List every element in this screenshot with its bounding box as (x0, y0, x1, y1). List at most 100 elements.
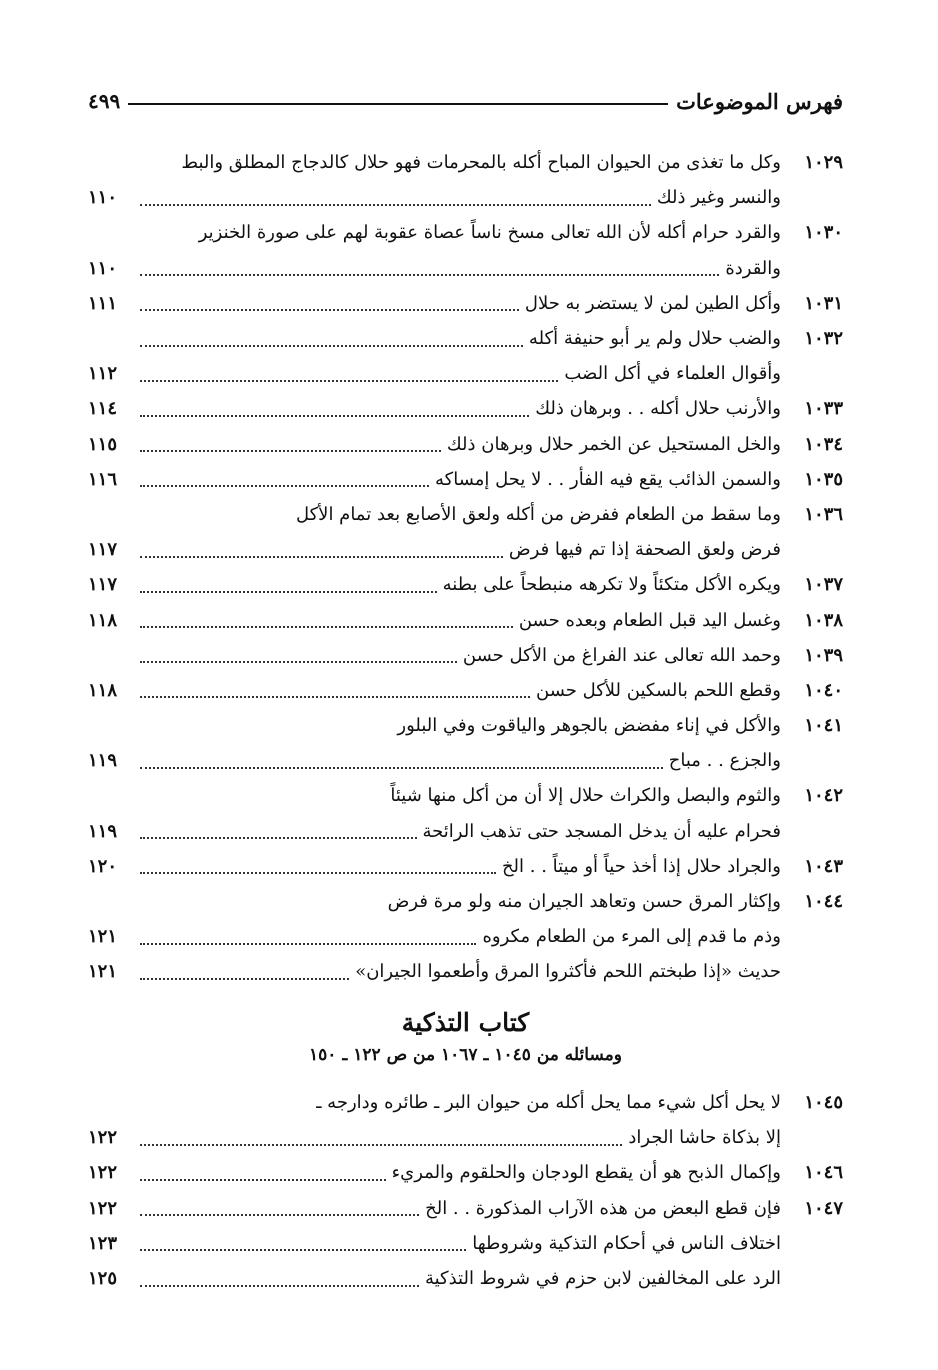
page-number: ١١٨ (88, 679, 118, 701)
entry-number: ١٠٣٤ (804, 433, 843, 455)
entry-line: ١٠٣٨ وغسل اليد قبل الطعام وبعده حسن ١١٨ (88, 602, 843, 637)
dot-leader (140, 872, 496, 875)
entry-text: لا يحل أكل شيء مما يحل أكله من حيوان الب… (316, 1092, 781, 1114)
page-number: ١١٥ (88, 433, 118, 455)
entry-text: فإن قطع البعض من هذه الآراب المذكورة . .… (425, 1197, 781, 1219)
dot-leader (140, 203, 651, 206)
entry-line: وذم ما قدم إلى المرء من الطعام مكروه ١٢١ (88, 919, 843, 954)
entry-number: ١٠٣٩ (804, 644, 843, 666)
entry-number: ١٠٤٢ (804, 785, 843, 807)
entry-number: ١٠٣٥ (804, 468, 843, 490)
entry-line: إلا بذكاة حاشا الجراد ١٢٢ (88, 1120, 843, 1155)
header-title: فهرس الموضوعات (676, 88, 843, 114)
entry-number: ١٠٣٢ (804, 328, 843, 350)
entry-line: ١٠٤٣ والجراد حلال إذا أخذ حياً أو ميتاً .… (88, 849, 843, 884)
page-number: ١١٠ (88, 257, 118, 279)
dot-leader (140, 555, 503, 558)
page-number: ١١٧ (88, 539, 118, 561)
entry-line: ١٠٣٤ والخل المستحيل عن الخمر حلال وبرهان … (88, 427, 843, 462)
page-number: ١١١ (88, 292, 118, 314)
entry-text: إلا بذكاة حاشا الجراد (628, 1127, 781, 1149)
entry-number: ١٠٣١ (804, 292, 843, 314)
entry-text: وحمد الله تعالى عند الفراغ من الأكل حسن (462, 644, 781, 666)
dot-leader (140, 661, 457, 664)
page-number: ١٢٠ (88, 855, 118, 877)
entry-line: ١٠٤١ والأكل في إناء مفضض بالجوهر والياقوت… (88, 708, 843, 743)
page-number: ١٢٣ (88, 1232, 118, 1254)
entry-number: ١٠٤٣ (804, 855, 843, 877)
dot-leader (140, 1249, 467, 1252)
entry-line: ١٠٤٠ وقطع اللحم بالسكين للأكل حسن ١١٨ (88, 673, 843, 708)
entry-list: ١٠٤٥ لا يحل أكل شيء مما يحل أكله من حيوان… (88, 1085, 843, 1296)
entry-text: والقردة (725, 257, 781, 279)
section-subtitle: ومسائله من ١٠٤٥ ـ ١٠٦٧ من ص ١٢٢ ـ ١٥٠ (309, 1045, 622, 1065)
entry-line: ١٠٣٧ ويكره الأكل متكئاً ولا تكرهه منبطحاً… (88, 567, 843, 602)
page-number: ١٢١ (88, 961, 118, 983)
header-rule (128, 103, 669, 105)
page-number: ١٢٢ (88, 1162, 118, 1184)
entry-number: ١٠٤٦ (804, 1162, 843, 1184)
entry-number: ١٠٤٤ (804, 891, 843, 913)
entry-number: ١٠٣٨ (804, 609, 843, 631)
entry-text: والثوم والبصل والكراث حلال إلا أن من أكل… (390, 785, 781, 807)
page-number: ١١٧ (88, 574, 118, 596)
dot-leader (140, 696, 530, 699)
entry-text: فرض ولعق الصحفة إذا تم فيها فرض (508, 539, 781, 561)
entry-text: وإكمال الذبح هو أن يقطع الودجان والحلقوم… (391, 1162, 781, 1184)
section-title: كتاب التذكية (401, 1008, 530, 1037)
header: فهرس الموضوعات ٤٩٩ (88, 84, 843, 118)
page-number: ١١٩ (88, 820, 118, 842)
dot-leader (140, 837, 417, 840)
dot-leader (140, 485, 430, 488)
dot-leader (140, 1143, 623, 1146)
dot-leader (140, 626, 513, 629)
entry-line: فرض ولعق الصحفة إذا تم فيها فرض ١١٧ (88, 532, 843, 567)
entry-text: وغسل اليد قبل الطعام وبعده حسن (518, 609, 781, 631)
entry-number: ١٠٤٥ (804, 1092, 843, 1114)
entry-line: ١٠٣١ وأكل الطين لمن لا يستضر به حلال ١١١ (88, 286, 843, 321)
entry-text: والقرد حرام أكله لأن الله تعالى مسخ ناسا… (198, 222, 781, 244)
entry-line: ١٠٤٥ لا يحل أكل شيء مما يحل أكله من حيوان… (88, 1085, 843, 1120)
entry-line: الرد على المخالفين لابن حزم في شروط التذ… (88, 1261, 843, 1296)
entry-number: ١٠٣٧ (804, 574, 843, 596)
dot-leader (140, 1178, 386, 1181)
entry-line: ١٠٤٤ وإكثار المرق حسن وتعاهد الجيران منه … (88, 884, 843, 919)
entry-text: فحرام عليه أن يدخل المسجد حتى تذهب الرائ… (422, 820, 781, 842)
page-number: ١٢١ (88, 926, 118, 948)
entry-text: ويكره الأكل متكئاً ولا تكرهه منبطحاً على… (442, 574, 781, 596)
entry-text: حديث «إذا طبختم اللحم فأكثروا المرق وأطع… (355, 961, 781, 983)
entry-line: ١٠٢٩ وكل ما تغذى من الحيوان المباح أكله ب… (88, 145, 843, 180)
entry-line: حديث «إذا طبختم اللحم فأكثروا المرق وأطع… (88, 954, 843, 989)
entry-line: والنسر وغير ذلك ١١٠ (88, 180, 843, 215)
entry-line: والجزع . . مباح ١١٩ (88, 743, 843, 778)
entry-line: ١٠٣٣ والأرنب حلال أكله . . وبرهان ذلك ١١٤ (88, 391, 843, 426)
entry-number: ١٠٣٠ (804, 222, 843, 244)
dot-leader (140, 379, 559, 382)
dot-leader (140, 274, 720, 277)
entry-text: وذم ما قدم إلى المرء من الطعام مكروه (482, 926, 781, 948)
entry-line: ١٠٣٥ والسمن الذائب يقع فيه الفأر . . لا ي… (88, 462, 843, 497)
entry-list: ١٠٢٩ وكل ما تغذى من الحيوان المباح أكله ب… (88, 145, 843, 990)
entry-line: فحرام عليه أن يدخل المسجد حتى تذهب الرائ… (88, 814, 843, 849)
entry-number: ١٠٤٠ (804, 679, 843, 701)
entry-text: وإكثار المرق حسن وتعاهد الجيران منه ولو … (387, 891, 781, 913)
entry-line: ١٠٤٢ والثوم والبصل والكراث حلال إلا أن من… (88, 778, 843, 813)
entry-number: ١٠٤١ (804, 715, 843, 737)
entry-text: والجراد حلال إذا أخذ حياً أو ميتاً . . ا… (501, 855, 781, 877)
entry-text: والنسر وغير ذلك (656, 187, 781, 209)
entry-number: ١٠٣٦ (804, 503, 843, 525)
entry-text: وما سقط من الطعام ففرض من أكله ولعق الأص… (295, 503, 781, 525)
entry-line: ١٠٤٧ فإن قطع البعض من هذه الآراب المذكورة… (88, 1191, 843, 1226)
entry-line: ١٠٣٠ والقرد حرام أكله لأن الله تعالى مسخ … (88, 215, 843, 250)
entry-text: الرد على المخالفين لابن حزم في شروط التذ… (424, 1268, 781, 1290)
entry-text: والأرنب حلال أكله . . وبرهان ذلك (535, 398, 781, 420)
dot-leader (140, 977, 350, 980)
page-number: ١١٤ (88, 398, 118, 420)
dot-leader (140, 414, 530, 417)
dot-leader (140, 766, 663, 769)
entry-line: والقردة ١١٠ (88, 251, 843, 286)
entry-text: والجزع . . مباح (668, 750, 781, 772)
dot-leader (140, 1284, 419, 1287)
entry-line: ١٠٤٦ وإكمال الذبح هو أن يقطع الودجان والح… (88, 1155, 843, 1190)
